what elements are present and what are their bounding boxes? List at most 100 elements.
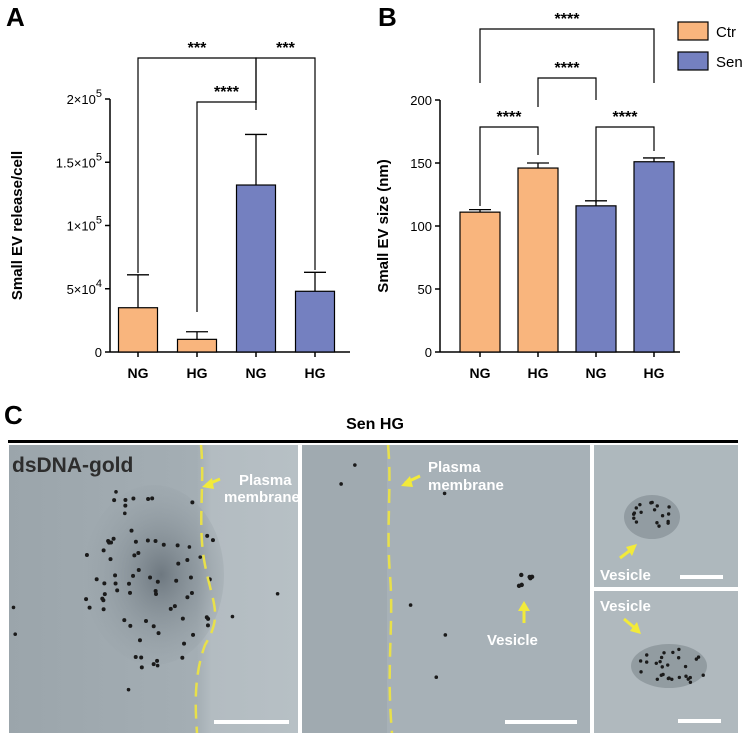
plasma-membrane-label-2: Plasma membrane [428, 459, 504, 494]
micrograph-1-image: Plasma membrane dsDNA-gold [9, 445, 298, 733]
chart-a-ytick-label: 5×104 [67, 278, 102, 297]
chart-a-y-axis-label: Small EV release/cell [9, 151, 26, 300]
gold-particle [683, 664, 688, 669]
chart-a-category-label: NG [246, 365, 267, 381]
legend-label-ctr: Ctr [716, 24, 736, 41]
gold-particle [87, 605, 92, 610]
gold-particle [131, 573, 136, 578]
scale-bar-2 [505, 720, 577, 724]
gold-particle [106, 539, 111, 544]
gold-particle [102, 581, 107, 586]
vesicle-label-2: Vesicle [487, 632, 538, 649]
chart-a-ev-release: 0 5×104 1×105 1.5×105 2×105 Small EV release/… [9, 40, 350, 381]
chart-b-ytick-label: 200 [410, 93, 432, 108]
gold-particle [129, 528, 134, 533]
panel-label-a: A [6, 2, 25, 32]
gold-particle [657, 524, 661, 528]
gold-particle [175, 543, 180, 548]
gold-particle [136, 568, 141, 573]
gold-particle [128, 623, 133, 628]
gold-particle [191, 632, 196, 637]
gold-particle [136, 551, 141, 556]
gold-particle [434, 675, 439, 680]
gold-particle [684, 674, 688, 678]
gold-particle [168, 606, 173, 611]
gold-particle [639, 670, 643, 674]
gold-particle [123, 503, 128, 508]
gold-particle [182, 641, 187, 646]
chart-b-ytick-label: 150 [410, 156, 432, 171]
chart-a-bar-sen-ng [235, 184, 277, 353]
chart-b-ytick-label: 50 [418, 282, 432, 297]
gold-particle [671, 650, 675, 655]
gold-particle [155, 663, 160, 668]
scale-bar-3 [680, 575, 723, 579]
gold-particle [677, 675, 682, 680]
gold-particle [113, 573, 118, 578]
chart-b-significance-label: **** [613, 109, 639, 126]
gold-particle [155, 579, 160, 584]
chart-a-ytick-label: 1×105 [67, 215, 102, 234]
chart-b-bar-sen-ng [575, 205, 617, 353]
legend-swatch-sen [677, 51, 709, 71]
gold-particle [688, 680, 693, 684]
gold-particle [115, 588, 120, 593]
legend-label-sen: Sen [716, 54, 743, 71]
chart-b-bar-ctr-ng [459, 211, 501, 353]
gold-particle [655, 677, 660, 681]
gold-particle [94, 577, 99, 582]
gold-particle [126, 687, 131, 692]
gold-particle [190, 500, 195, 505]
chart-b-bar-ctr-hg [517, 167, 559, 353]
gold-particle [694, 657, 699, 661]
gold-particle [150, 496, 155, 501]
chart-a-ytick-label: 0 [95, 345, 102, 360]
gold-particle [644, 660, 649, 664]
gold-particle [101, 548, 106, 553]
gold-particle [113, 581, 118, 586]
gold-particle [639, 510, 643, 514]
micrograph-panel-3: Vesicle [594, 445, 738, 587]
chart-a-category-label: HG [305, 365, 326, 381]
gold-particle [148, 575, 153, 580]
gold-particle [632, 516, 636, 520]
chart-a-bar-sen-hg [294, 290, 336, 353]
micrograph-3-image: Vesicle [594, 445, 738, 587]
gold-particle [133, 655, 138, 660]
gold-particle [667, 505, 671, 509]
chart-b-ev-size: 0 50 100 150 200 Small EV size (nm) NG HG NG HG **… [375, 11, 743, 381]
gold-particle [275, 591, 280, 596]
chart-a-significance-bracket [255, 57, 316, 270]
chart-b-significance-bracket [595, 126, 655, 203]
gold-particle [198, 555, 203, 559]
gold-particle [654, 661, 658, 665]
gold-particle [154, 592, 159, 597]
gold-particle [677, 647, 681, 652]
gold-particle [666, 519, 670, 524]
gold-particle [353, 463, 357, 467]
gold-particle [187, 545, 192, 549]
gold-particle [661, 672, 665, 677]
gold-particle [139, 665, 144, 670]
gold-particle [645, 653, 649, 657]
gold-particle [176, 561, 181, 566]
gold-particle [84, 597, 89, 602]
chart-a-ytick-label: 2×105 [67, 88, 102, 107]
gold-particle [123, 511, 127, 516]
gold-particle [662, 651, 666, 655]
gold-particle [676, 656, 681, 660]
legend-swatch-ctr [677, 21, 709, 41]
micrograph-2-image: Plasma membrane Vesicle [302, 445, 590, 733]
gold-particle [210, 538, 215, 543]
gold-particle [188, 575, 193, 580]
chart-a-category-label: NG [128, 365, 149, 381]
gold-particle [123, 497, 128, 502]
gold-particle [189, 590, 194, 595]
gold-particle [101, 598, 106, 603]
gold-particle [122, 618, 127, 623]
gold-particle [11, 605, 16, 610]
gold-particle [102, 592, 107, 597]
gold-particle [137, 638, 142, 643]
vesicle-label-3: Vesicle [600, 567, 651, 584]
gold-particle [126, 581, 131, 586]
